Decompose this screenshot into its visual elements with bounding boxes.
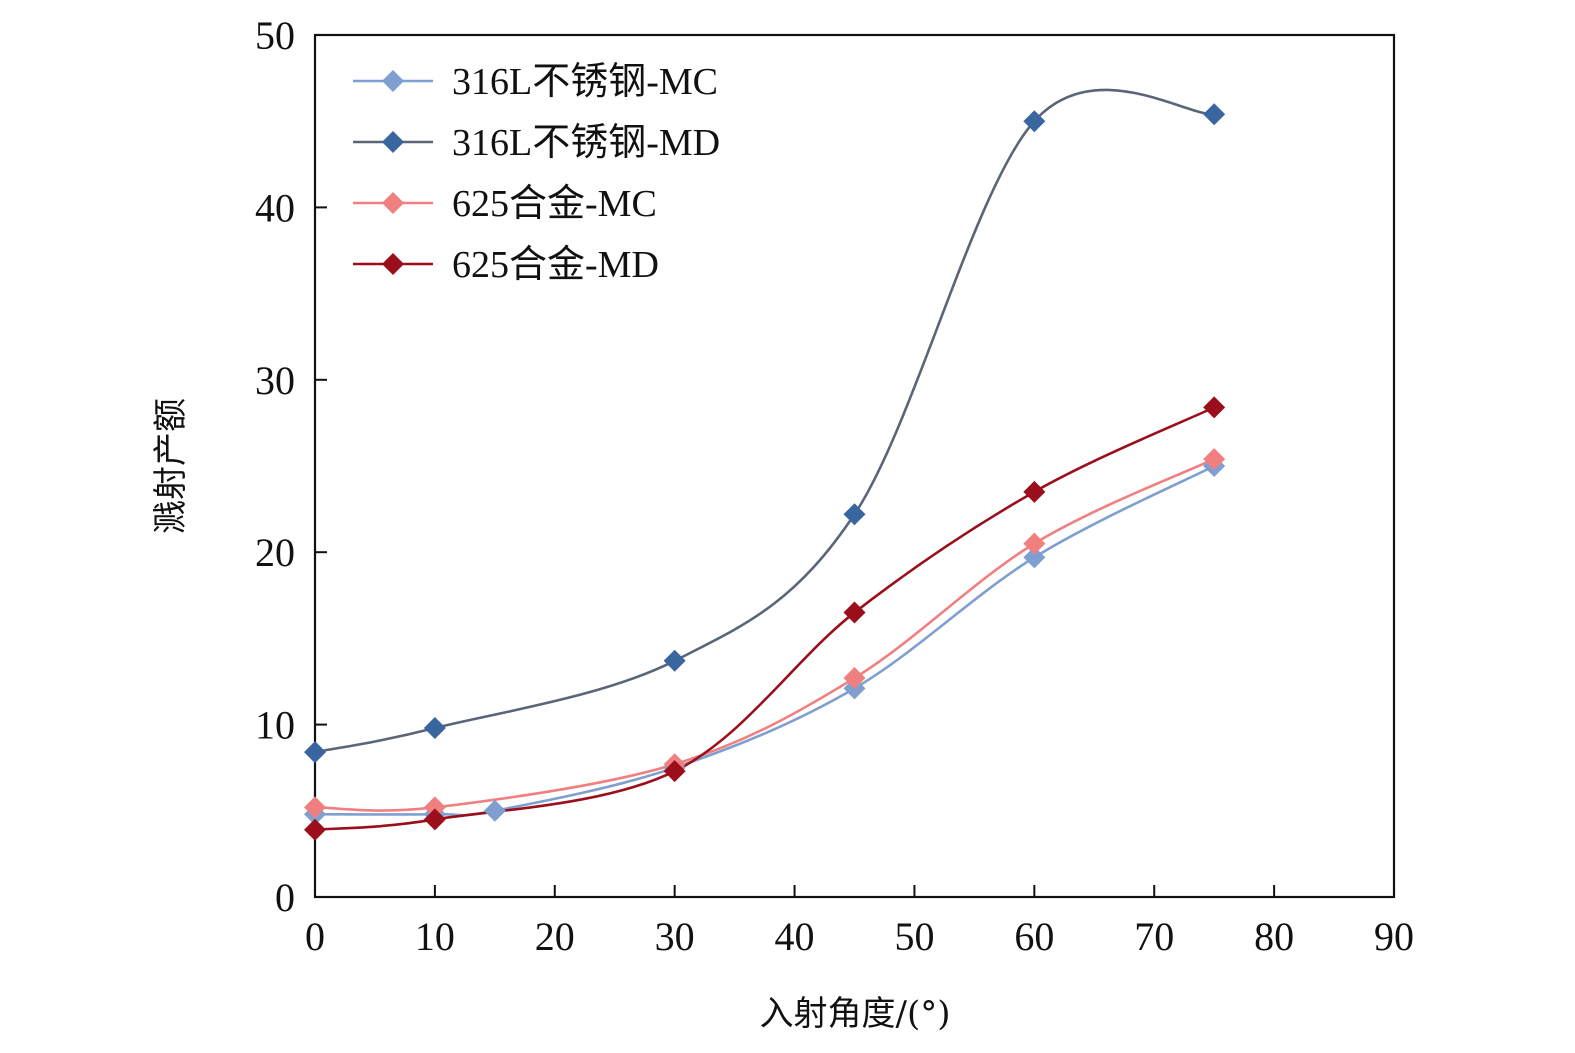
series-line bbox=[314, 457, 1215, 812]
x-tick-label: 50 bbox=[894, 914, 934, 959]
data-point bbox=[1023, 546, 1046, 569]
x-tick-label: 20 bbox=[535, 914, 575, 959]
axis-tick-labels: 0 10 20 30 40 50 60 70 80 90 0 10 20 30 40 50 bbox=[255, 13, 1414, 959]
data-point bbox=[1023, 110, 1046, 133]
data-point bbox=[304, 741, 326, 764]
y-tick-label: 50 bbox=[255, 13, 295, 58]
series-line bbox=[314, 88, 1215, 754]
x-tick-label: 10 bbox=[415, 914, 455, 959]
data-point bbox=[304, 818, 326, 841]
y-tick-label: 40 bbox=[255, 185, 295, 230]
x-tick-label: 30 bbox=[655, 914, 695, 959]
data-point bbox=[843, 667, 866, 690]
legend-marker bbox=[382, 192, 404, 214]
data-point bbox=[483, 799, 506, 822]
series-lines bbox=[314, 88, 1215, 832]
legend-marker bbox=[382, 253, 404, 275]
data-point bbox=[843, 503, 866, 526]
x-tick-label: 80 bbox=[1254, 914, 1294, 959]
legend: 316L不锈钢-MC 316L不锈钢-MD 625合金-MC 625合金-MD bbox=[353, 61, 720, 286]
legend-label: 625合金-MD bbox=[452, 244, 659, 286]
y-tick-label: 0 bbox=[275, 875, 295, 920]
series-markers bbox=[304, 103, 1226, 841]
data-point bbox=[1023, 532, 1046, 555]
data-point bbox=[663, 760, 686, 783]
data-point bbox=[1203, 103, 1226, 126]
data-point bbox=[663, 649, 686, 672]
plot-frame bbox=[313, 33, 1396, 899]
y-tick-label: 30 bbox=[255, 358, 295, 403]
data-point bbox=[843, 601, 866, 624]
data-point bbox=[423, 717, 446, 740]
data-point bbox=[423, 808, 446, 831]
legend-label: 625合金-MC bbox=[452, 183, 657, 225]
data-point bbox=[1023, 480, 1046, 503]
legend-label: 316L不锈钢-MD bbox=[452, 122, 720, 164]
x-tick-label: 40 bbox=[775, 914, 815, 959]
data-point bbox=[1203, 448, 1226, 471]
y-tick-label: 10 bbox=[255, 703, 295, 748]
x-tick-label: 60 bbox=[1014, 914, 1054, 959]
series-line bbox=[314, 406, 1215, 832]
legend-marker bbox=[382, 70, 404, 92]
x-tick-label: 90 bbox=[1374, 914, 1414, 959]
x-tick-label: 0 bbox=[305, 914, 325, 959]
data-point bbox=[423, 796, 446, 819]
axis-ticks bbox=[314, 34, 1395, 898]
data-point bbox=[1203, 396, 1226, 419]
data-point bbox=[304, 796, 326, 819]
y-axis-title: 溅射产额 bbox=[151, 398, 191, 534]
legend-label: 316L不锈钢-MC bbox=[452, 61, 718, 103]
legend-marker bbox=[382, 131, 404, 153]
x-axis-title: 入射角度/(°) bbox=[760, 994, 951, 1034]
y-tick-label: 20 bbox=[255, 530, 295, 575]
x-tick-label: 70 bbox=[1134, 914, 1174, 959]
